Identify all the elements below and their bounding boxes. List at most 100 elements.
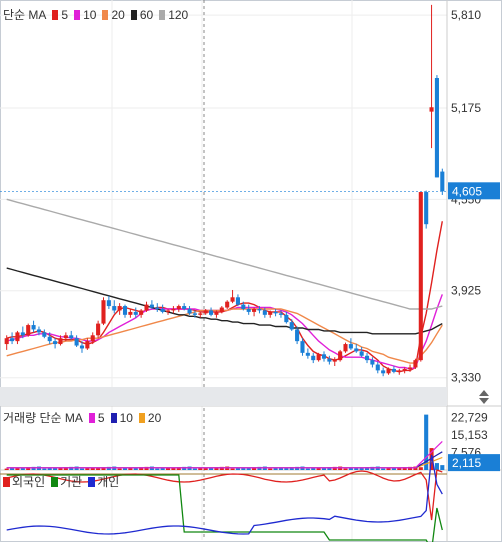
volume-axis-label: 22,729 — [451, 411, 488, 425]
candle-body — [397, 370, 402, 372]
volume-bar — [63, 467, 68, 470]
candle-body — [402, 368, 407, 371]
volume-bar — [165, 467, 171, 470]
candle-body — [440, 171, 445, 192]
volume-bar — [305, 468, 310, 470]
volume-bar — [241, 467, 246, 470]
current-price-tag — [448, 182, 500, 200]
vol-ma20-label: 20 — [147, 410, 162, 425]
price-axis-label: 5,175 — [451, 101, 481, 115]
candle-body — [316, 354, 321, 361]
candle-body — [327, 358, 332, 362]
volume-bar — [402, 467, 407, 470]
volume-bar — [96, 467, 101, 470]
ma20-swatch — [102, 9, 109, 20]
volume-bar — [155, 468, 160, 470]
volume-bar — [10, 468, 15, 470]
candle-body — [53, 341, 58, 345]
candle-body — [225, 301, 230, 308]
pane-resize-icon[interactable] — [474, 387, 494, 407]
candle-body — [359, 351, 364, 356]
volume-bar — [192, 468, 197, 470]
candle-body — [85, 341, 90, 349]
candle-body — [219, 307, 224, 312]
volume-bar — [85, 468, 90, 470]
candle-body — [171, 308, 176, 311]
candle-body — [332, 360, 337, 362]
candle-body — [26, 325, 31, 336]
volume-bar — [440, 465, 445, 470]
volume-bar — [391, 467, 396, 470]
candle-body — [36, 329, 42, 333]
volume-bar — [235, 468, 240, 470]
volume-ma-line — [6, 440, 443, 469]
candle-body — [364, 355, 370, 361]
volume-bar — [278, 467, 284, 470]
vol-ma5-swatch — [88, 412, 95, 423]
current-volume-tag — [448, 454, 500, 472]
candle-body — [79, 345, 85, 349]
candle-body — [230, 297, 235, 302]
candle-body — [144, 304, 149, 311]
investor-legend: 외국인 기관 개인 — [3, 473, 119, 490]
candle-body — [47, 336, 52, 342]
individual-flow-line — [6, 454, 443, 535]
candle-body — [165, 310, 171, 312]
volume-bar — [246, 467, 251, 470]
institution-swatch — [51, 476, 59, 487]
ma10-label: 10 — [83, 7, 97, 22]
volume-bar — [15, 467, 20, 470]
candle-body — [149, 304, 154, 308]
candle-body — [348, 344, 353, 349]
ma120-swatch — [159, 9, 166, 20]
institution-label: 기관 — [60, 475, 83, 489]
volume-bar — [397, 467, 402, 470]
candle-body — [69, 335, 74, 339]
candle-body — [338, 351, 343, 361]
volume-bar — [101, 467, 106, 470]
foreign-label: 외국인 — [12, 475, 46, 489]
current-price-label: 4,605 — [452, 184, 482, 198]
price-ma-legend: 단순 MA 5 10 20 60 120 — [3, 6, 188, 23]
candle-body — [4, 338, 9, 345]
candle-body — [176, 306, 181, 309]
volume-ma-line — [6, 456, 443, 469]
candle-body — [122, 306, 128, 315]
volume-bar — [42, 468, 47, 470]
candle-body — [246, 308, 251, 312]
candle-body — [101, 300, 106, 324]
volume-bar — [20, 467, 25, 470]
candle-body — [63, 335, 68, 339]
volume-bar — [176, 467, 181, 470]
volume-bar — [203, 467, 208, 470]
vol-ma20-swatch — [138, 412, 145, 423]
volume-bar — [26, 467, 31, 470]
ma20-label: 20 — [111, 7, 125, 22]
candle-body — [241, 304, 246, 309]
volume-bar — [128, 467, 133, 470]
volume-bar — [4, 468, 9, 470]
candle-body — [321, 354, 327, 359]
volume-bar — [58, 467, 63, 470]
candle-body — [305, 352, 310, 356]
ma60-swatch — [130, 9, 137, 20]
candle-body — [252, 308, 257, 312]
volume-bar — [160, 468, 165, 470]
ma-line-60 — [6, 267, 443, 335]
volume-bar — [171, 467, 176, 470]
candle-body — [257, 308, 262, 311]
ma5-swatch — [52, 9, 59, 20]
volume-bar — [327, 467, 332, 470]
investor-individual: 개인 — [88, 473, 119, 490]
candle-body — [268, 311, 273, 315]
volume-bar — [359, 467, 364, 470]
candle-body — [311, 355, 316, 361]
candle-body — [407, 367, 413, 369]
volume-bar — [79, 468, 85, 470]
candle-body — [42, 332, 47, 337]
candle-body — [381, 370, 386, 374]
ma-line-20 — [6, 308, 443, 364]
candle-body — [424, 192, 429, 225]
